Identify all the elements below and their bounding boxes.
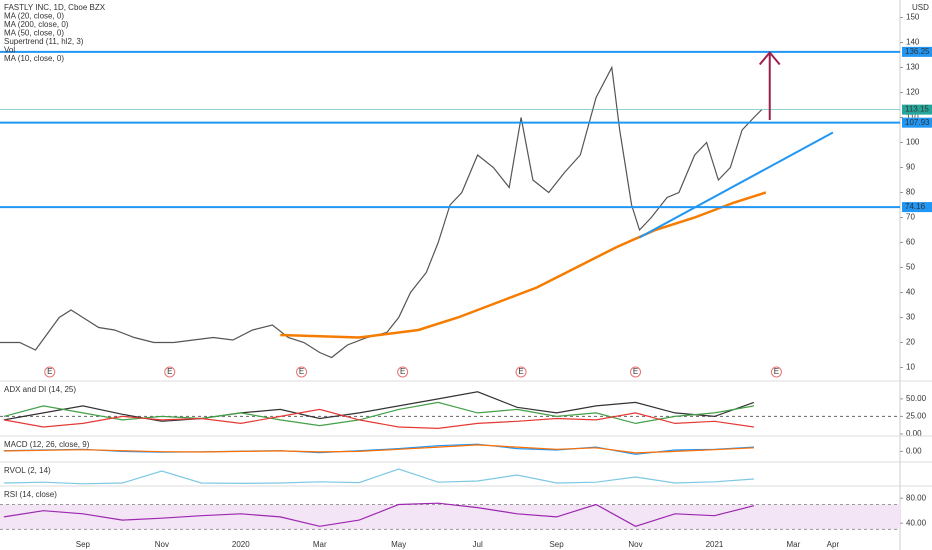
y-tick-label: 50	[906, 263, 915, 272]
legend-entry: MA (50, close, 0)	[4, 29, 64, 38]
series-line	[3, 443, 754, 455]
earnings-label: E	[774, 367, 779, 376]
y-tick-label: 150	[906, 13, 920, 22]
earnings-marker	[164, 366, 176, 378]
y-tick-label: 60	[906, 238, 915, 247]
pane-title: RVOL (2, 14)	[4, 466, 51, 475]
x-tick-label: May	[391, 540, 406, 549]
legend-entry: MA (200, close, 0)	[4, 20, 69, 29]
y-tick-label: 20	[906, 338, 915, 347]
earnings-marker	[630, 366, 642, 378]
series-line	[3, 468, 754, 485]
pane-title: MACD (12, 26, close, 9)	[4, 440, 90, 449]
earnings-label: E	[167, 367, 172, 376]
series-line	[3, 444, 754, 454]
y-tick-label: 80.00	[906, 493, 927, 502]
legend-entry: MA (10, close, 0)	[4, 54, 64, 63]
y-tick-label: 30	[906, 313, 915, 322]
series-line	[3, 391, 755, 422]
pane-title: ADX and DI (14, 25)	[4, 385, 76, 394]
earnings-label: E	[47, 367, 52, 376]
earnings-marker	[770, 366, 782, 378]
level-label: 74.16	[905, 202, 926, 211]
earnings-label: E	[518, 367, 523, 376]
arrow-head	[758, 50, 781, 66]
earnings-marker	[515, 366, 527, 378]
y-tick-label: 0.00	[906, 447, 922, 456]
series-line	[3, 502, 755, 527]
pane-title: RSI (14, close)	[4, 490, 57, 499]
x-tick-label: Sep	[76, 540, 91, 549]
last-price-tag	[902, 104, 932, 115]
earnings-marker	[397, 366, 409, 378]
y-tick-label: 0.00	[906, 429, 922, 438]
y-tick-label: 40.00	[906, 518, 927, 527]
earnings-label: E	[633, 367, 638, 376]
x-tick-label: Sep	[549, 540, 564, 549]
legend-entry: FASTLY INC, 1D, Cboe BZX	[4, 3, 106, 12]
x-tick-label: Mar	[313, 540, 327, 549]
x-tick-label: Mar	[787, 540, 801, 549]
level-tag	[902, 202, 932, 213]
earnings-label: E	[299, 367, 304, 376]
x-tick-label: 2021	[706, 540, 724, 549]
series-line	[3, 401, 755, 427]
currency: USD	[912, 3, 929, 12]
y-tick-label: 40	[906, 288, 915, 297]
earnings-marker	[296, 366, 308, 378]
y-tick-label: 130	[906, 63, 920, 72]
level-tag	[902, 117, 932, 128]
y-tick-label: 10	[906, 363, 915, 372]
legend-entry: Supertrend (11, hl2, 3)	[4, 37, 84, 46]
y-tick-label: 90	[906, 163, 915, 172]
earnings-marker	[44, 366, 56, 378]
series-line	[280, 191, 767, 339]
level-label: 107.93	[905, 118, 930, 127]
last-price-label: 113.15	[905, 105, 929, 114]
y-tick-label: 70	[906, 213, 915, 222]
x-tick-label: Nov	[155, 540, 169, 549]
y-tick-label: 120	[906, 88, 920, 97]
x-tick-label: Nov	[628, 540, 642, 549]
y-tick-label: 25.00	[906, 412, 927, 421]
y-tick-label: 80	[906, 188, 915, 197]
series-line	[3, 408, 754, 430]
y-tick-label: 140	[906, 38, 920, 47]
x-tick-label: 2020	[232, 540, 250, 549]
y-tick-label: 110	[906, 113, 919, 122]
x-tick-label: Jul	[473, 540, 483, 549]
y-tick-label: 50.00	[906, 394, 927, 403]
trendline	[638, 131, 834, 239]
rsi-band	[0, 504, 900, 530]
y-tick-label: 100	[906, 138, 920, 147]
level-tag	[902, 46, 932, 57]
earnings-label: E	[400, 367, 405, 376]
level-label: 136.25	[905, 47, 930, 56]
legend-entry: MA (20, close, 0)	[4, 12, 64, 21]
x-tick-label: Apr	[827, 540, 840, 549]
legend-entry: Vol	[4, 46, 15, 55]
